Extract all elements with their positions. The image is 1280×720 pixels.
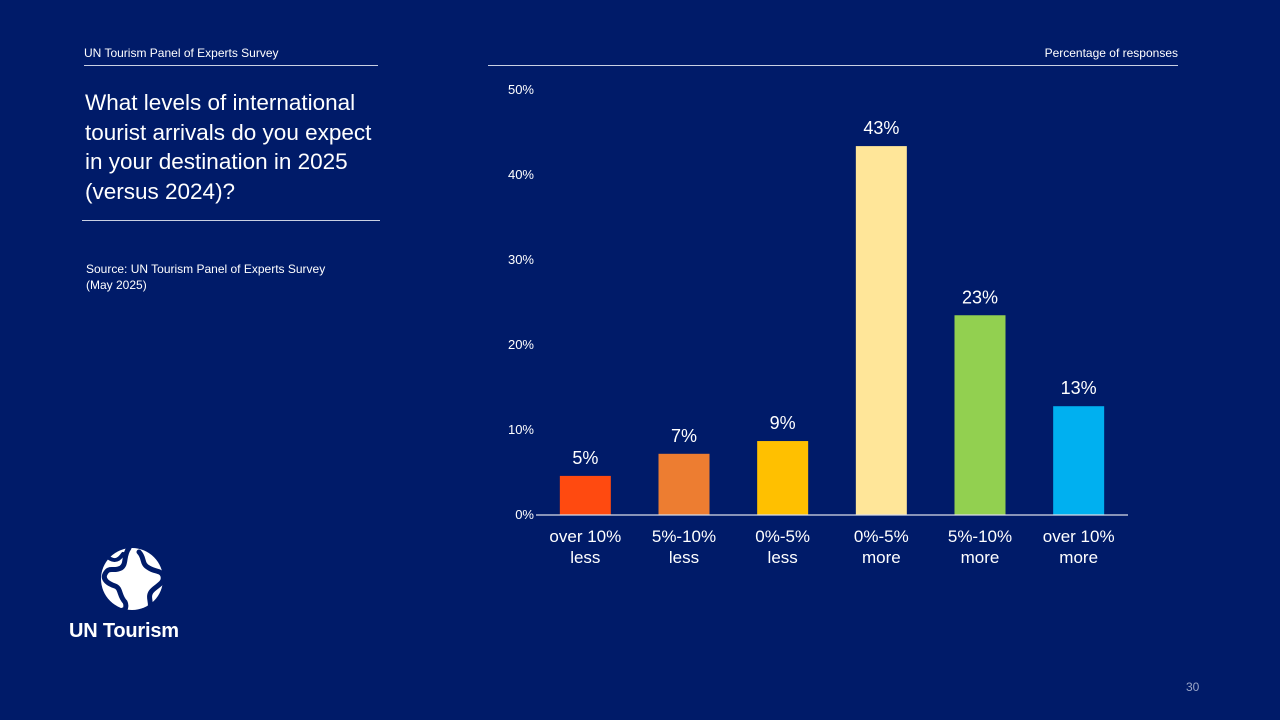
y-tick-label: 0%	[515, 507, 534, 522]
y-tick-label: 50%	[508, 82, 534, 97]
data-label: 23%	[962, 287, 998, 307]
bar	[954, 315, 1006, 515]
category-label: less	[570, 548, 600, 567]
chart-header-label: Percentage of responses	[488, 46, 1178, 66]
bar	[855, 146, 907, 515]
category-label: more	[1059, 548, 1098, 567]
page-number: 30	[1186, 680, 1200, 694]
data-label: 7%	[671, 426, 697, 446]
data-label: 5%	[572, 448, 598, 468]
category-label: more	[961, 548, 1000, 567]
category-label: 0%-5%	[854, 527, 909, 546]
un-tourism-logo: UN Tourism	[69, 545, 199, 646]
bar-chart: 0% 10% 20% 30% 40% 50% 5% over 10% less 7% 5%-10% l…	[508, 82, 1128, 567]
category-label: more	[862, 548, 901, 567]
category-label: less	[669, 548, 699, 567]
survey-header-label: UN Tourism Panel of Experts Survey	[84, 46, 378, 66]
data-label: 9%	[770, 413, 796, 433]
question-divider	[82, 220, 380, 221]
globe-logo-icon	[101, 545, 166, 613]
y-tick-label: 30%	[508, 252, 534, 267]
logo-text: UN Tourism	[69, 620, 179, 642]
data-label: 13%	[1061, 378, 1097, 398]
category-label: less	[768, 548, 798, 567]
category-label: 5%-10%	[652, 527, 716, 546]
question-title: What levels of international tourist arr…	[85, 90, 372, 204]
y-tick-label: 20%	[508, 337, 534, 352]
bar	[559, 475, 611, 515]
bar	[1053, 406, 1105, 515]
data-label: 43%	[863, 118, 899, 138]
source-line-1: Source: UN Tourism Panel of Experts Surv…	[86, 262, 326, 276]
category-label: 5%-10%	[948, 527, 1012, 546]
category-label: over 10%	[1043, 527, 1115, 546]
source-line-2: (May 2025)	[86, 278, 147, 292]
category-label: 0%-5%	[755, 527, 810, 546]
source-note: Source: UN Tourism Panel of Experts Surv…	[86, 261, 376, 293]
y-tick-label: 10%	[508, 422, 534, 437]
category-label: over 10%	[549, 527, 621, 546]
bar	[658, 453, 710, 515]
y-tick-label: 40%	[508, 167, 534, 182]
bar	[757, 441, 809, 515]
